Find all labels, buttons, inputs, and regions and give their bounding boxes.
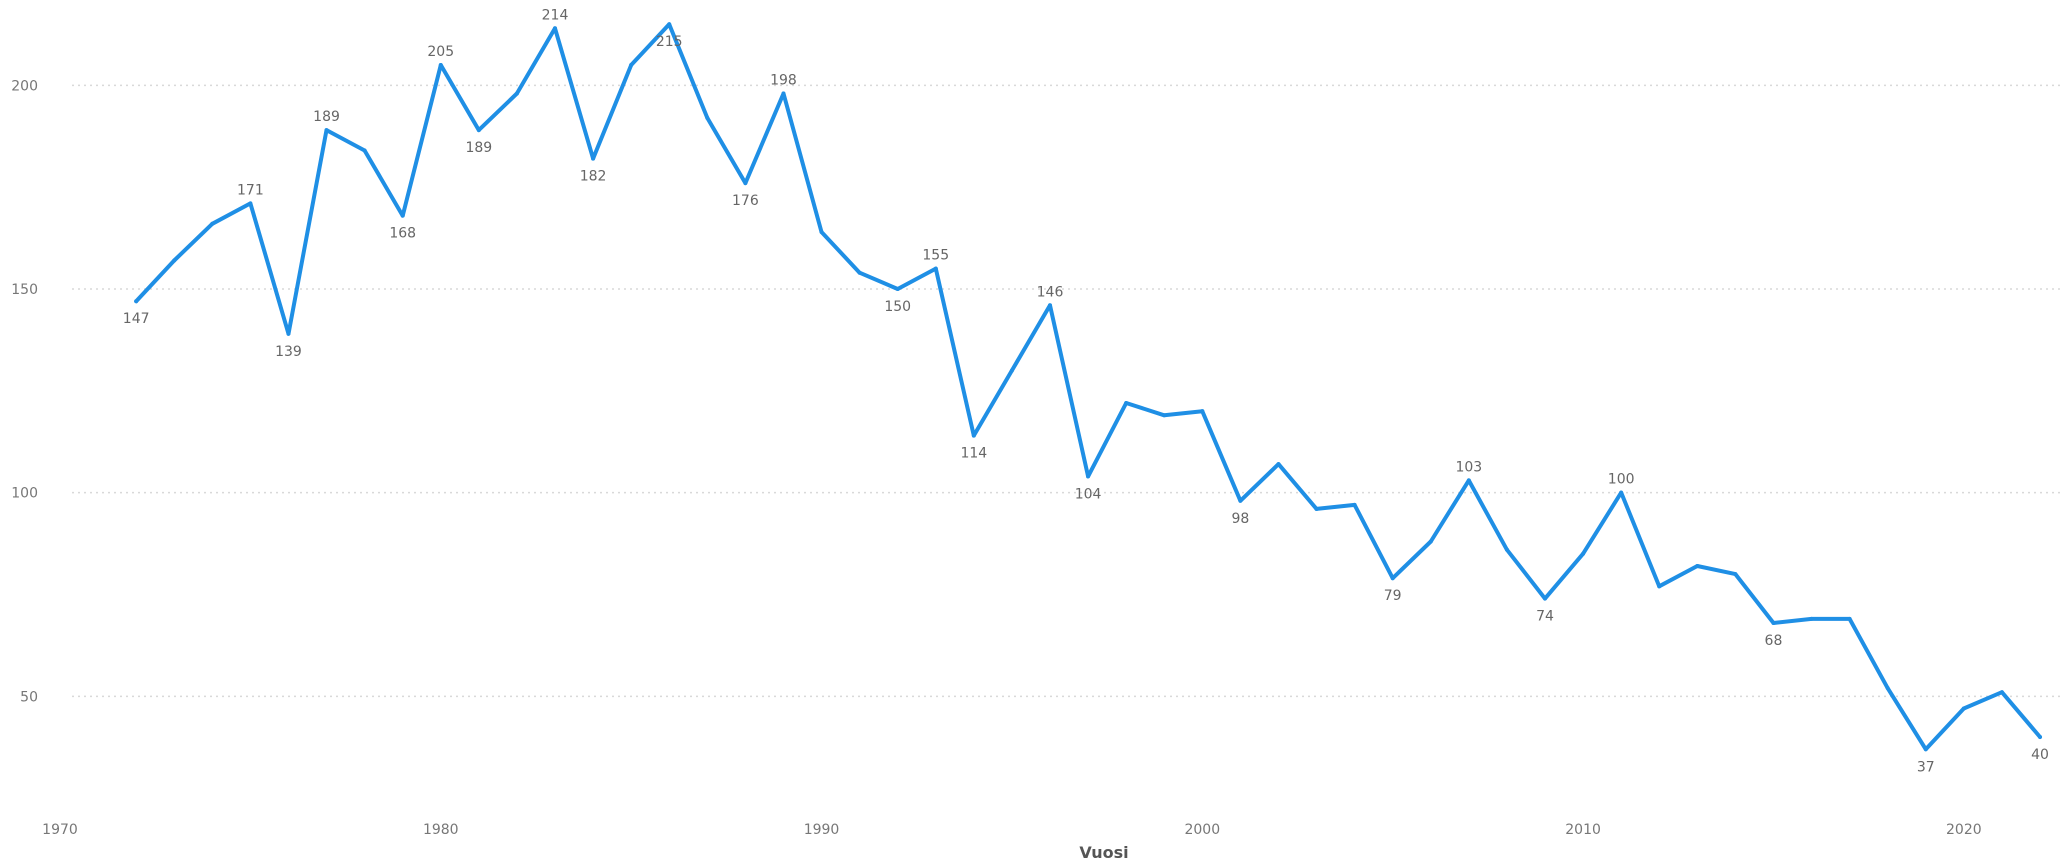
data-point [1809,616,1814,621]
data-point [514,91,519,96]
data-label: 147 [123,311,150,327]
data-point [438,62,443,67]
data-point [1238,498,1243,503]
data-point [1314,506,1319,511]
series-layer [134,22,2042,752]
data-label: 189 [465,140,492,156]
data-point [1695,563,1700,568]
y-tick-label: 150 [11,282,38,298]
data-label: 176 [732,193,759,209]
data-label: 79 [1384,588,1402,604]
data-point [1428,539,1433,544]
data-point [705,115,710,120]
data-labels: 147 171 139 189 168 205 189 214 182 215 176 198 150 1… [123,7,2049,775]
x-tick-label: 2010 [1565,822,1601,838]
data-point [1504,547,1509,552]
data-point [324,128,329,133]
data-label: 198 [770,72,797,88]
data-point [210,221,215,226]
data-point [1961,706,1966,711]
data-label: 168 [389,226,416,242]
data-point [781,91,786,96]
data-label: 100 [1608,472,1635,488]
data-label: 182 [580,169,607,185]
data-label: 40 [2031,747,2049,763]
data-label: 146 [1037,284,1064,300]
data-label: 171 [237,182,264,198]
data-point [1581,551,1586,556]
data-point [629,62,634,67]
data-point [1390,576,1395,581]
data-point [743,181,748,186]
data-point [667,22,672,27]
series-line [134,22,2042,752]
data-point [248,201,253,206]
data-point [1086,474,1091,479]
x-tick-label: 1970 [42,822,78,838]
data-point [553,26,557,31]
data-point [1885,686,1890,691]
data-point [1733,572,1738,577]
data-label: 68 [1765,633,1783,649]
y-tick-label: 200 [11,78,38,94]
data-point [1999,690,2004,695]
data-label: 155 [922,248,949,264]
data-point [819,229,824,234]
data-point [857,270,862,275]
data-point [1847,616,1852,621]
y-axis-ticks: 50 100 150 200 [11,78,38,705]
x-axis-ticks: 1970 1980 1990 2000 2010 2020 [42,822,1981,838]
data-label: 37 [1917,759,1935,775]
gridlines [72,84,2062,698]
data-point [1771,620,1776,625]
data-point [1543,596,1547,601]
data-label: 104 [1075,486,1102,502]
data-point [1200,409,1205,414]
data-label: 215 [656,34,683,50]
data-point [2038,735,2042,740]
data-point [895,286,900,291]
data-point [1162,413,1167,418]
data-point [1923,747,1928,752]
x-tick-label: 2000 [1184,822,1220,838]
data-point [286,331,291,336]
data-point [1009,368,1014,373]
data-point [134,299,139,304]
data-point [1466,478,1471,483]
data-point [1352,502,1357,507]
data-label: 205 [427,44,454,60]
data-label: 98 [1231,511,1249,527]
data-point [476,128,481,133]
y-tick-label: 100 [11,486,38,502]
data-label: 214 [542,7,569,23]
data-point [362,148,367,153]
data-label: 114 [960,446,987,462]
data-label: 189 [313,109,340,125]
data-point [971,433,976,438]
data-point [1657,584,1662,589]
data-label: 103 [1455,459,1482,475]
data-point [1048,303,1052,308]
data-label: 139 [275,344,302,360]
data-point [1619,490,1624,495]
data-point [400,213,405,218]
data-point [933,266,938,271]
x-tick-label: 2020 [1946,822,1982,838]
y-tick-label: 50 [20,689,38,705]
data-point [1124,401,1129,406]
data-point [172,258,177,263]
x-tick-label: 1990 [804,822,840,838]
data-point [591,156,596,161]
data-point [1276,462,1281,467]
data-label: 150 [884,299,911,315]
data-label: 74 [1536,609,1554,625]
x-tick-label: 1980 [423,822,459,838]
x-axis-title: Vuosi [1079,843,1128,862]
